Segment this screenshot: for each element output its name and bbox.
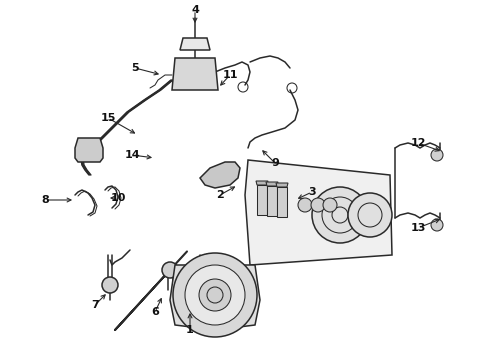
Text: 11: 11 — [222, 70, 238, 80]
Text: 8: 8 — [41, 195, 49, 205]
Polygon shape — [245, 160, 392, 265]
Text: 7: 7 — [91, 300, 99, 310]
Text: 3: 3 — [308, 187, 316, 197]
Polygon shape — [75, 138, 103, 162]
Text: 2: 2 — [216, 190, 224, 200]
Text: 9: 9 — [271, 158, 279, 168]
Circle shape — [311, 198, 325, 212]
Circle shape — [431, 149, 443, 161]
Text: 12: 12 — [410, 138, 426, 148]
Polygon shape — [276, 183, 288, 187]
Circle shape — [298, 198, 312, 212]
Text: 6: 6 — [151, 307, 159, 317]
Polygon shape — [256, 181, 268, 185]
Text: 5: 5 — [131, 63, 139, 73]
Polygon shape — [267, 186, 277, 216]
Circle shape — [323, 198, 337, 212]
Polygon shape — [200, 162, 240, 188]
Text: 14: 14 — [124, 150, 140, 160]
Circle shape — [185, 265, 245, 325]
Polygon shape — [170, 265, 260, 330]
Text: 1: 1 — [186, 325, 194, 335]
Polygon shape — [257, 185, 267, 215]
Polygon shape — [277, 187, 287, 217]
Circle shape — [199, 279, 231, 311]
Text: 15: 15 — [100, 113, 116, 123]
Text: 13: 13 — [410, 223, 426, 233]
Circle shape — [348, 193, 392, 237]
Text: 4: 4 — [191, 5, 199, 15]
Text: 10: 10 — [110, 193, 126, 203]
Polygon shape — [180, 38, 210, 50]
Circle shape — [431, 219, 443, 231]
Polygon shape — [266, 182, 278, 186]
Circle shape — [312, 187, 368, 243]
Circle shape — [173, 253, 257, 337]
Circle shape — [102, 277, 118, 293]
Polygon shape — [172, 58, 218, 90]
Circle shape — [162, 262, 178, 278]
